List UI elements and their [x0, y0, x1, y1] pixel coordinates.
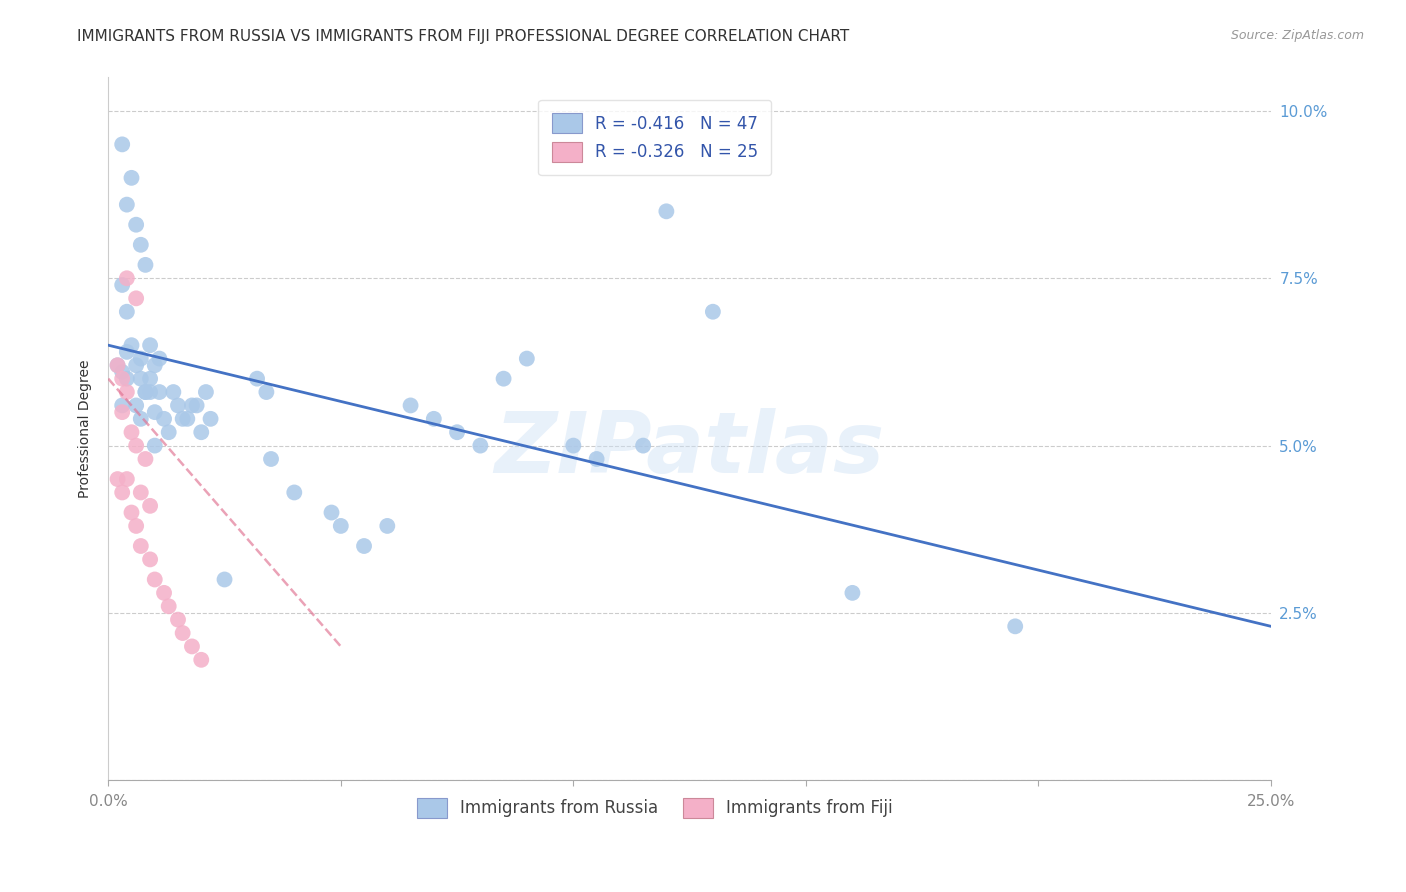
Point [157, 425, 180, 440]
Point [134, 385, 156, 400]
Point [329, 519, 352, 533]
Point [139, 338, 162, 352]
Point [176, 412, 198, 426]
Point [254, 385, 277, 400]
Point [153, 586, 176, 600]
Point [129, 351, 152, 366]
Point [172, 412, 194, 426]
Text: ZIPatlas: ZIPatlas [495, 409, 884, 491]
Point [148, 385, 170, 400]
Y-axis label: Professional Degree: Professional Degree [79, 359, 93, 498]
Point [134, 258, 156, 272]
Point [115, 304, 138, 318]
Point [115, 271, 138, 285]
Point [125, 439, 148, 453]
Point [129, 539, 152, 553]
Point [148, 351, 170, 366]
Point [139, 385, 162, 400]
Point [283, 485, 305, 500]
Point [200, 412, 222, 426]
Point [353, 539, 375, 553]
Point [129, 372, 152, 386]
Point [111, 405, 134, 419]
Point [655, 204, 678, 219]
Point [134, 452, 156, 467]
Point [841, 586, 863, 600]
Point [125, 359, 148, 373]
Point [107, 359, 129, 373]
Point [139, 372, 162, 386]
Point [107, 472, 129, 486]
Point [121, 338, 143, 352]
Point [423, 412, 446, 426]
Point [1004, 619, 1026, 633]
Point [134, 385, 156, 400]
Point [167, 613, 190, 627]
Point [375, 519, 398, 533]
Point [139, 552, 162, 566]
Point [115, 372, 138, 386]
Point [190, 653, 212, 667]
Point [157, 599, 180, 614]
Point [186, 399, 208, 413]
Point [492, 372, 515, 386]
Point [121, 425, 143, 440]
Point [172, 626, 194, 640]
Point [111, 365, 134, 379]
Text: Source: ZipAtlas.com: Source: ZipAtlas.com [1230, 29, 1364, 42]
Point [562, 439, 585, 453]
Point [181, 640, 204, 654]
Point [194, 385, 217, 400]
Legend: Immigrants from Russia, Immigrants from Fiji: Immigrants from Russia, Immigrants from … [411, 791, 900, 825]
Point [399, 399, 422, 413]
Point [129, 237, 152, 252]
Point [129, 412, 152, 426]
Point [446, 425, 468, 440]
Point [125, 519, 148, 533]
Point [125, 291, 148, 305]
Point [585, 452, 607, 467]
Point [115, 385, 138, 400]
Point [143, 359, 166, 373]
Point [111, 399, 134, 413]
Point [125, 399, 148, 413]
Point [121, 170, 143, 185]
Point [115, 197, 138, 211]
Point [115, 344, 138, 359]
Point [214, 573, 236, 587]
Point [143, 405, 166, 419]
Point [153, 412, 176, 426]
Point [107, 359, 129, 373]
Point [143, 439, 166, 453]
Point [190, 425, 212, 440]
Point [631, 439, 654, 453]
Point [121, 506, 143, 520]
Point [321, 506, 343, 520]
Point [167, 399, 190, 413]
Point [111, 277, 134, 292]
Point [129, 485, 152, 500]
Point [246, 372, 269, 386]
Point [702, 304, 724, 318]
Point [115, 472, 138, 486]
Point [516, 351, 538, 366]
Point [125, 218, 148, 232]
Text: IMMIGRANTS FROM RUSSIA VS IMMIGRANTS FROM FIJI PROFESSIONAL DEGREE CORRELATION C: IMMIGRANTS FROM RUSSIA VS IMMIGRANTS FRO… [77, 29, 849, 44]
Point [181, 399, 204, 413]
Point [139, 499, 162, 513]
Point [470, 439, 492, 453]
Point [111, 485, 134, 500]
Point [162, 385, 184, 400]
Point [260, 452, 283, 467]
Point [143, 573, 166, 587]
Point [111, 372, 134, 386]
Point [111, 137, 134, 152]
